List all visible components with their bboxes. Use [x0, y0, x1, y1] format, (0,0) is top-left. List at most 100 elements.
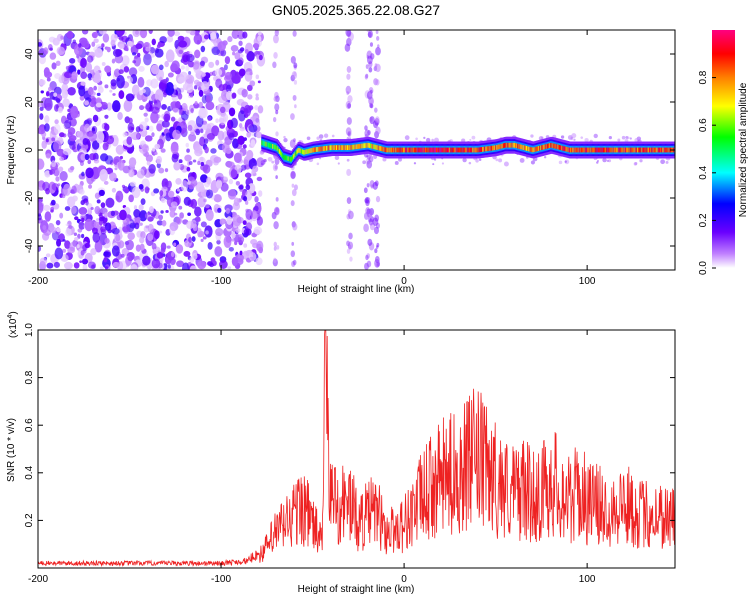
noise-speck — [226, 216, 233, 225]
noise-speck — [173, 31, 181, 37]
noise-speck — [210, 32, 217, 40]
noise-speck — [82, 263, 88, 270]
noise-speck — [215, 118, 219, 124]
noise-speck — [193, 252, 198, 257]
noise-speck — [214, 246, 223, 257]
noise-streak — [290, 200, 295, 207]
noise-speck — [148, 30, 153, 34]
noise-speck — [316, 136, 320, 140]
noise-speck — [144, 117, 149, 123]
noise-streak — [345, 85, 352, 94]
noise-speck — [45, 253, 51, 258]
noise-speck — [238, 68, 246, 77]
noise-speck — [148, 125, 154, 132]
noise-speck — [237, 135, 245, 146]
noise-speck — [188, 236, 192, 243]
noise-streak — [375, 79, 380, 86]
noise-speck — [71, 185, 77, 195]
noise-speck — [165, 132, 172, 142]
noise-speck — [213, 42, 218, 47]
noise-streak — [374, 248, 378, 254]
noise-speck — [138, 183, 144, 190]
noise-speck — [87, 261, 96, 269]
noise-speck — [104, 222, 112, 232]
noise-speck — [250, 210, 258, 220]
noise-streak — [275, 131, 279, 137]
noise-speck — [177, 35, 185, 42]
noise-speck — [267, 156, 273, 162]
noise-streak — [375, 46, 381, 56]
noise-speck — [223, 64, 228, 71]
noise-speck — [228, 132, 235, 141]
noise-streak — [372, 181, 378, 190]
noise-speck — [242, 220, 247, 226]
noise-streak — [374, 107, 378, 113]
colorbar: 0.0 0.2 0.4 0.6 0.8 Normalized spectral ampl… — [698, 30, 749, 275]
noise-speck — [202, 236, 207, 240]
noise-speck — [283, 137, 288, 143]
noise-speck — [558, 160, 563, 165]
noise-speck — [143, 112, 148, 117]
noise-speck — [170, 143, 179, 154]
noise-speck — [115, 30, 125, 37]
noise-speck — [331, 134, 335, 138]
noise-speck — [50, 209, 54, 213]
noise-speck — [69, 139, 77, 150]
noise-speck — [131, 186, 141, 199]
noise-speck — [252, 43, 260, 49]
noise-speck — [38, 49, 43, 56]
noise-speck — [153, 99, 162, 111]
noise-speck — [256, 54, 260, 60]
noise-speck — [231, 238, 236, 242]
noise-speck — [235, 228, 241, 233]
noise-streak — [364, 74, 368, 80]
noise-speck — [164, 60, 169, 68]
noise-speck — [215, 227, 224, 237]
noise-speck — [608, 136, 612, 140]
noise-speck — [198, 230, 205, 237]
noise-streak — [293, 62, 298, 69]
noise-speck — [55, 60, 61, 67]
noise-speck — [220, 49, 227, 57]
noise-streak — [364, 125, 368, 131]
noise-speck — [154, 48, 164, 58]
noise-speck — [150, 53, 155, 58]
noise-speck — [103, 251, 109, 256]
noise-speck — [38, 201, 44, 215]
noise-speck — [382, 157, 387, 162]
noise-speck — [202, 164, 211, 174]
noise-speck — [257, 80, 261, 84]
noise-speck — [564, 160, 567, 163]
noise-speck — [134, 55, 139, 59]
noise-speck — [210, 148, 217, 154]
noise-speck — [425, 137, 431, 143]
noise-streak — [365, 64, 369, 69]
snr-x-label: Height of straight line (km) — [298, 584, 415, 595]
noise-speck — [138, 210, 148, 222]
noise-streak — [346, 73, 351, 80]
noise-speck — [98, 216, 105, 222]
noise-streak — [292, 259, 297, 266]
noise-speck — [76, 130, 84, 138]
noise-speck — [101, 43, 105, 48]
noise-streak — [273, 206, 280, 216]
noise-speck — [138, 65, 145, 72]
noise-speck — [228, 178, 234, 185]
noise-speck — [95, 97, 102, 104]
noise-speck — [194, 144, 201, 154]
noise-speck — [78, 140, 84, 147]
noise-speck — [498, 158, 503, 163]
noise-speck — [57, 106, 63, 114]
noise-speck — [205, 94, 211, 103]
noise-speck — [188, 70, 192, 76]
noise-speck — [602, 157, 607, 163]
noise-speck — [584, 138, 589, 143]
noise-speck — [250, 139, 256, 147]
noise-speck — [184, 154, 192, 162]
spectrogram-x-ticks: -200 -100 0 100 — [28, 30, 596, 287]
noise-speck — [93, 221, 100, 229]
noise-speck — [206, 133, 215, 140]
noise-speck — [62, 183, 71, 196]
snr-panel: -200 -100 0 100 0.2 0.4 0.6 0.8 1.0 Height of s… — [6, 311, 676, 595]
noise-speck — [137, 76, 145, 88]
